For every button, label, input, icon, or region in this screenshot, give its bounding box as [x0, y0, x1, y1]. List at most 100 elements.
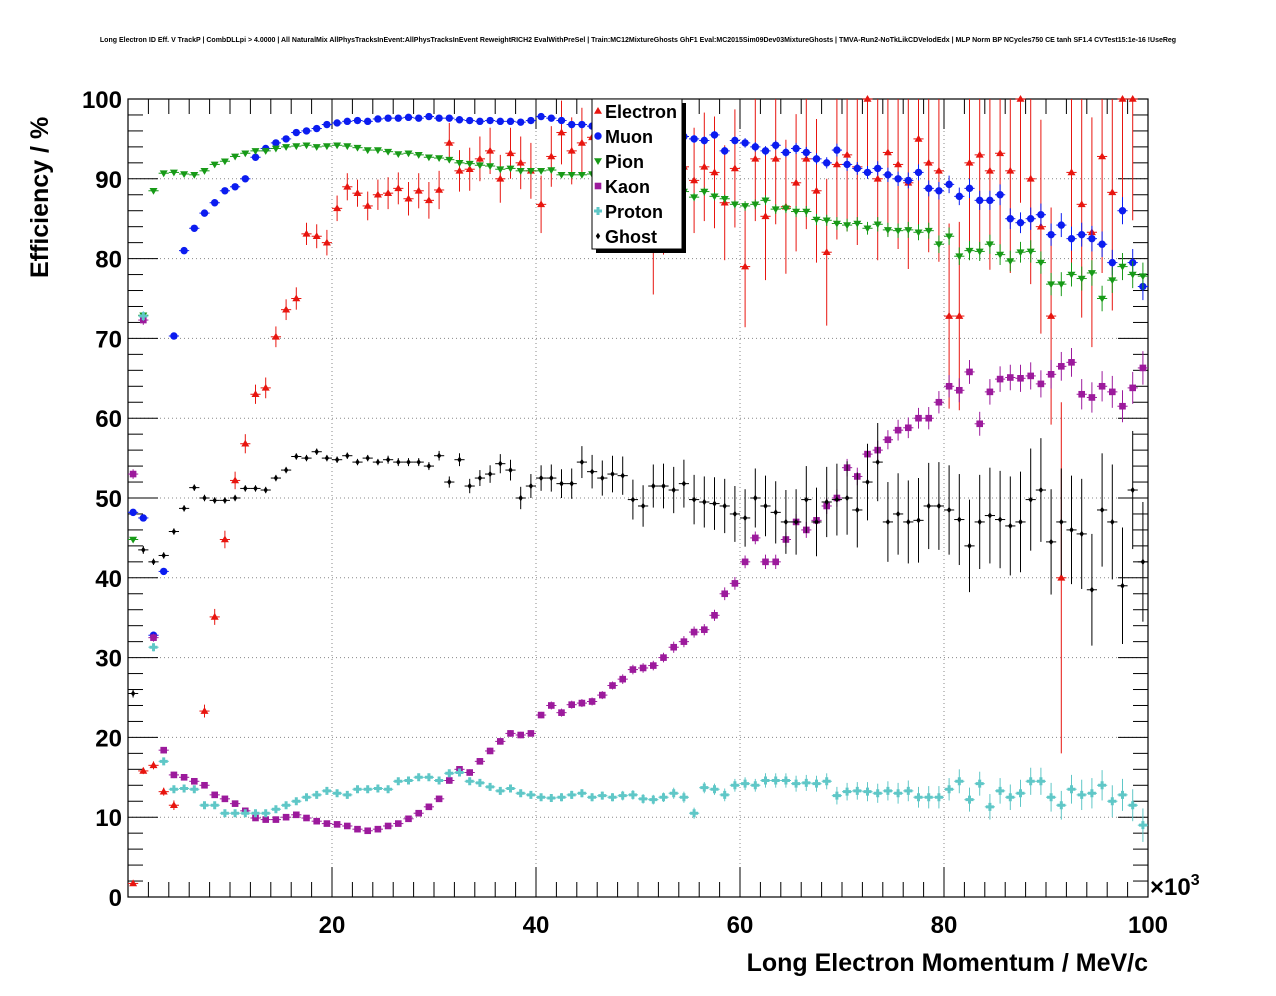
data-point: [600, 474, 605, 482]
data-point: [466, 116, 474, 125]
data-point: [1036, 222, 1045, 230]
y-tick-label: 50: [95, 486, 122, 513]
data-point: [965, 184, 974, 193]
data-point: [261, 809, 270, 818]
data-point: [741, 203, 750, 210]
data-point: [547, 794, 556, 803]
data-point: [650, 662, 657, 669]
data-point: [833, 146, 841, 154]
data-point: [945, 233, 954, 241]
data-point: [712, 500, 717, 507]
data-point: [1077, 275, 1086, 283]
data-point: [323, 820, 331, 827]
data-point: [914, 793, 923, 802]
data-point: [904, 227, 913, 234]
data-point: [169, 169, 178, 177]
data-point: [761, 197, 770, 205]
x-axis-multiplier: ×103: [1150, 872, 1200, 901]
data-point: [1026, 174, 1035, 182]
data-point: [742, 514, 748, 522]
data-point: [253, 485, 258, 492]
data-point: [753, 494, 758, 502]
data-point: [568, 120, 576, 129]
data-point: [763, 502, 768, 510]
data-point: [424, 196, 433, 204]
data-point: [496, 174, 505, 182]
data-point: [906, 518, 911, 526]
data-point: [567, 146, 576, 154]
data-point: [1006, 258, 1015, 265]
data-point: [394, 184, 403, 192]
data-point: [1016, 218, 1025, 227]
data-point: [406, 458, 411, 466]
data-point: [231, 476, 240, 484]
data-point: [395, 820, 402, 827]
data-point: [506, 165, 515, 173]
data-point: [844, 494, 850, 502]
data-point: [475, 162, 484, 170]
legend-marker: [595, 232, 601, 240]
data-point: [863, 787, 872, 796]
data-point: [577, 138, 586, 146]
data-point: [475, 154, 484, 162]
data-point: [231, 800, 239, 807]
data-point: [1067, 785, 1076, 794]
data-point: [344, 822, 351, 830]
data-point: [547, 114, 555, 122]
data-point: [508, 466, 513, 474]
data-point: [945, 312, 954, 319]
data-point: [243, 485, 248, 492]
data-point: [567, 790, 576, 799]
data-point: [1098, 295, 1107, 303]
data-point: [414, 186, 423, 194]
data-point: [567, 172, 576, 179]
data-point: [537, 112, 545, 121]
legend-label: Proton: [605, 202, 663, 222]
data-point: [771, 206, 780, 214]
data-point: [210, 161, 219, 169]
data-point: [804, 496, 809, 503]
data-point: [373, 147, 382, 155]
data-point: [883, 227, 892, 234]
data-point: [1120, 582, 1125, 589]
legend-marker: [594, 182, 602, 190]
data-point: [465, 160, 474, 168]
data-point: [1098, 240, 1106, 248]
data-point: [690, 176, 699, 184]
legend-box: [591, 98, 683, 250]
data-point: [384, 148, 393, 156]
data-point: [537, 793, 546, 802]
data-point: [517, 118, 525, 126]
data-point: [507, 730, 514, 737]
data-point: [865, 478, 870, 486]
data-point: [537, 711, 545, 719]
data-point: [832, 220, 841, 228]
data-point: [1016, 95, 1025, 102]
data-point: [547, 152, 556, 160]
data-point: [129, 536, 138, 544]
data-point: [221, 187, 229, 195]
data-point: [894, 227, 903, 235]
data-point: [996, 251, 1005, 259]
data-point: [170, 332, 178, 340]
data-point: [730, 781, 739, 790]
data-point: [1110, 518, 1115, 526]
data-point: [129, 470, 137, 478]
data-point: [1027, 215, 1035, 223]
data-point: [201, 781, 208, 789]
data-point: [720, 790, 729, 799]
data-point: [1026, 248, 1035, 256]
data-point: [302, 793, 311, 802]
data-point: [322, 143, 331, 151]
data-point: [343, 790, 352, 799]
data-point: [263, 486, 268, 494]
data-point: [956, 386, 963, 394]
data-point: [985, 166, 994, 174]
data-point: [792, 208, 801, 216]
data-point: [720, 195, 729, 203]
y-tick-label: 0: [109, 885, 122, 912]
data-point: [261, 148, 270, 155]
data-point: [579, 458, 585, 466]
data-point: [517, 731, 524, 739]
data-point: [251, 153, 260, 161]
